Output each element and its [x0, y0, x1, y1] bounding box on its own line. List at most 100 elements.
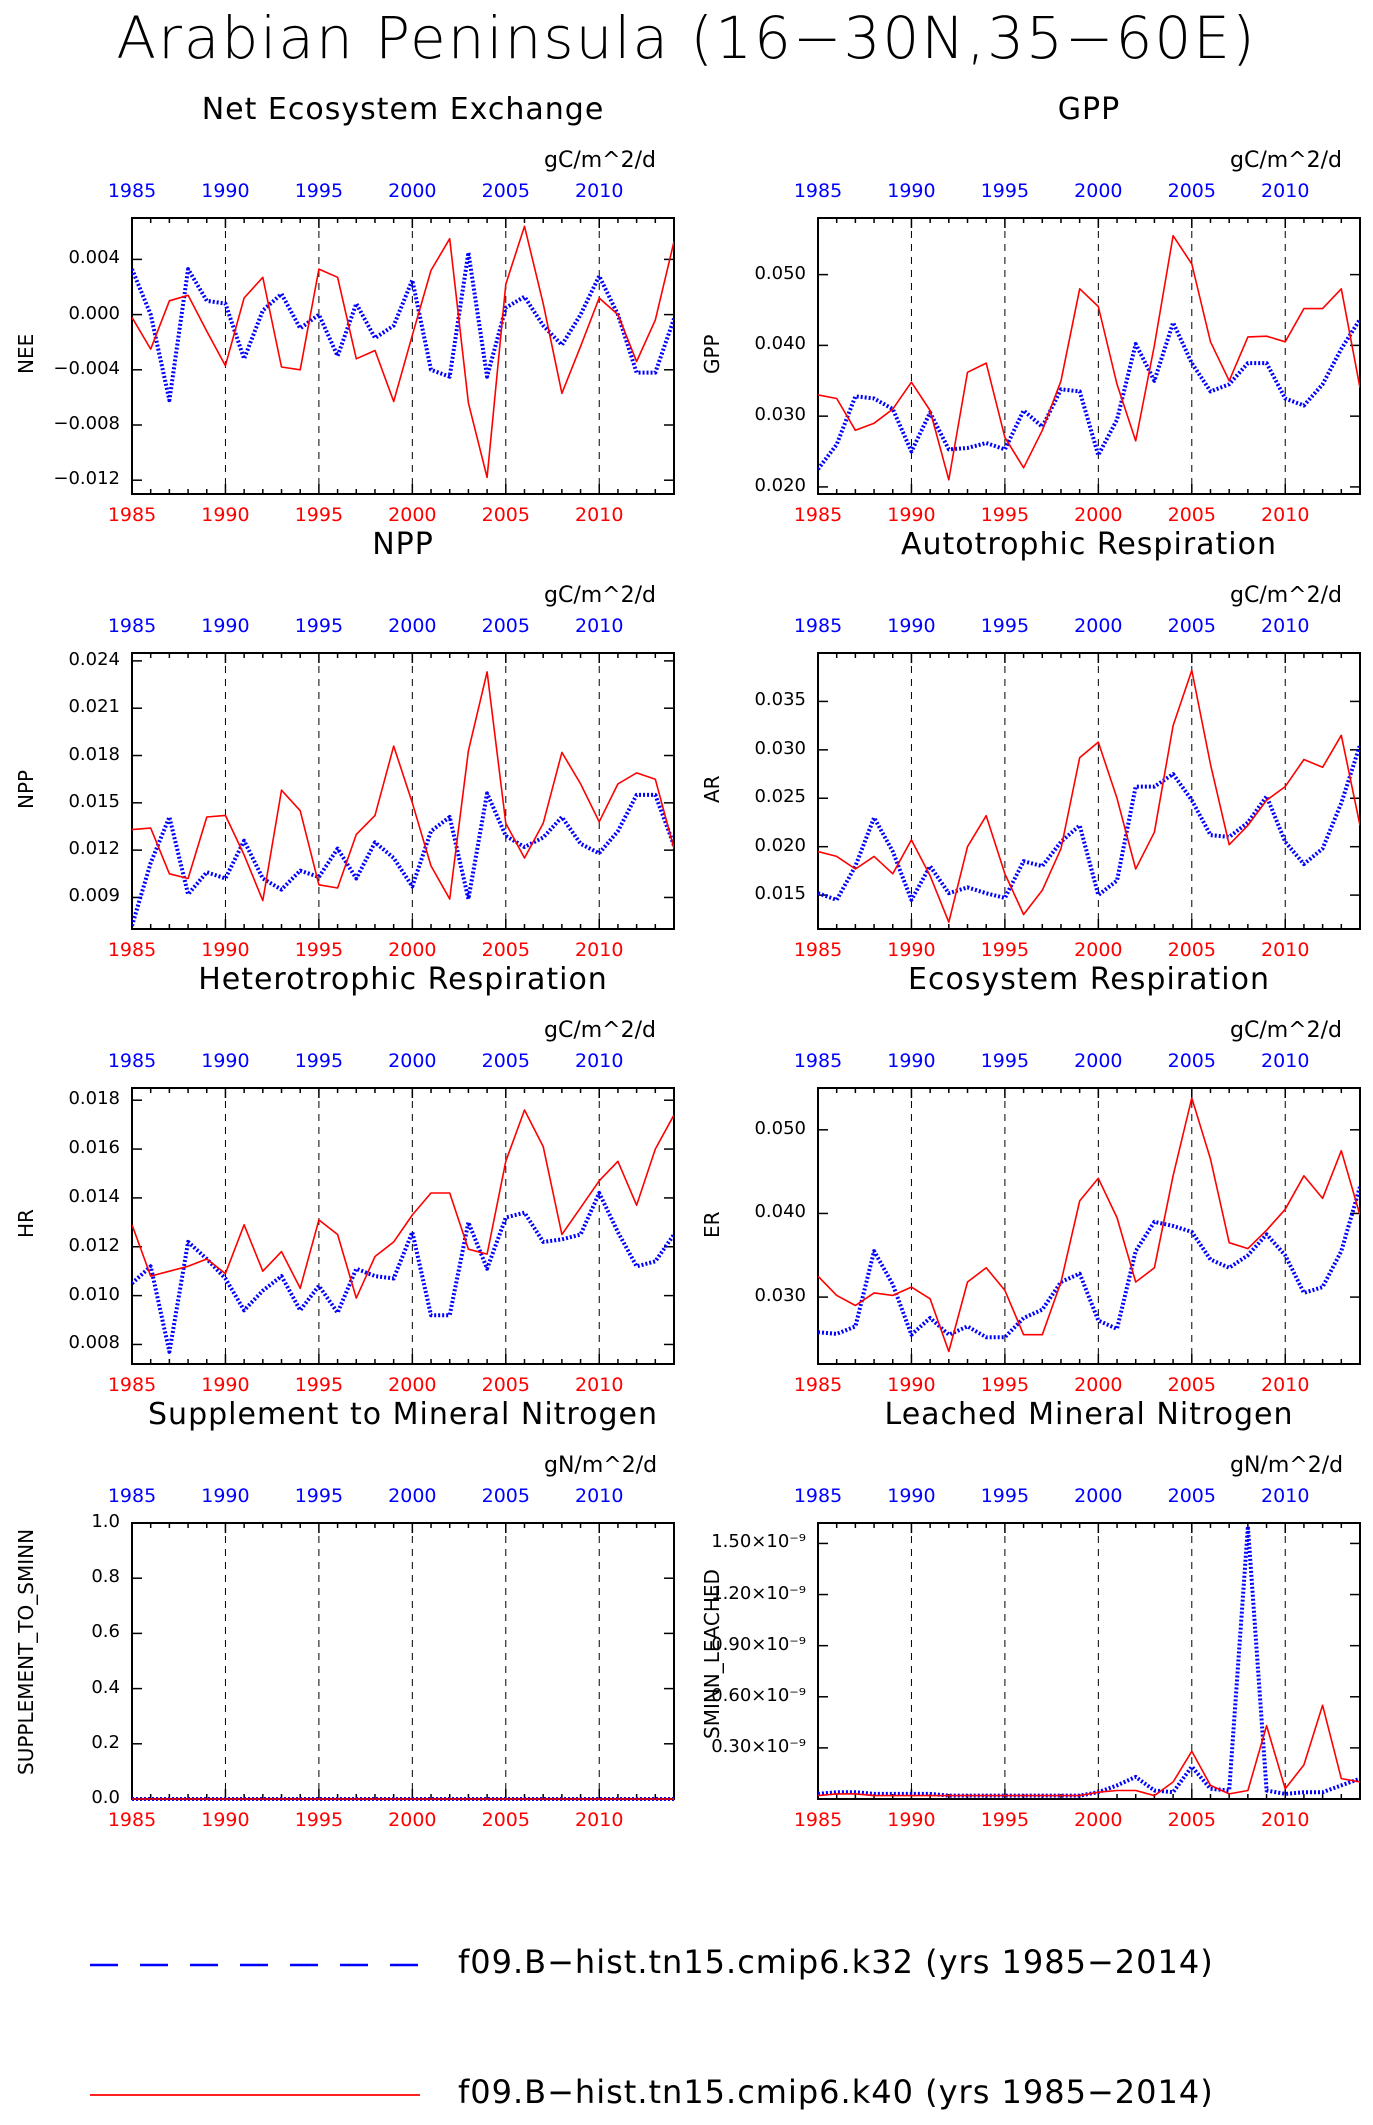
x-tick-label-top: 1985 — [107, 1050, 157, 1072]
x-tick-label-bottom: 2005 — [481, 1809, 530, 1831]
y-tick-label: 0.016 — [68, 1137, 120, 1159]
y-tick-label: −0.008 — [53, 413, 120, 434]
series-line-k32 — [132, 250, 674, 403]
y-tick-label: 0.030 — [754, 1285, 806, 1307]
y-tick-label: 0.021 — [68, 696, 120, 718]
series-line-k40 — [818, 234, 1360, 481]
y-tick-label: 0.030 — [754, 404, 806, 426]
y-tick-label: 0.040 — [754, 333, 806, 355]
y-tick-label: −0.012 — [53, 468, 120, 490]
y-tick-label: 0.050 — [754, 262, 806, 284]
x-tick-label-top: 2010 — [1261, 180, 1310, 202]
y-tick-label: 0.030 — [754, 737, 806, 759]
x-tick-label-bottom: 1985 — [107, 1809, 157, 1831]
series-line-k32 — [818, 1524, 1360, 1798]
x-tick-label-top: 2000 — [1074, 1485, 1123, 1507]
x-tick-label-bottom: 1985 — [107, 939, 157, 961]
series-line-k40 — [818, 1704, 1360, 1797]
y-tick-label: 0.018 — [68, 1088, 120, 1110]
plot-frame — [817, 1087, 1361, 1365]
x-tick-label-bottom: 1990 — [887, 1374, 936, 1396]
x-tick-label-top: 2010 — [575, 1050, 624, 1072]
y-tick-label: 0.4 — [91, 1676, 120, 1698]
x-tick-label-bottom: 1990 — [201, 504, 250, 526]
x-tick-label-bottom: 1995 — [980, 504, 1030, 526]
x-tick-label-bottom: 1990 — [201, 939, 250, 961]
x-tick-label-top: 2010 — [1261, 1485, 1310, 1507]
legend-entry: f09.B−hist.tn15.cmip6.k32 (yrs 1985−2014… — [0, 1935, 1373, 1995]
y-tick-label: 0.025 — [754, 786, 806, 808]
x-tick-label-top: 2005 — [1167, 1050, 1216, 1072]
x-tick-label-top: 1995 — [294, 1485, 344, 1507]
x-tick-label-bottom: 1990 — [887, 1809, 936, 1831]
x-tick-label-bottom: 1995 — [980, 1374, 1030, 1396]
x-tick-label-top: 2000 — [388, 1485, 437, 1507]
legend-label: f09.B−hist.tn15.cmip6.k40 (yrs 1985−2014… — [458, 2073, 1214, 2111]
x-tick-label-bottom: 1995 — [980, 939, 1030, 961]
chart-units: gC/m^2/d — [544, 148, 656, 173]
x-tick-label-top: 1990 — [887, 1050, 936, 1072]
x-tick-label-bottom: 1995 — [294, 1374, 344, 1396]
x-tick-label-top: 1990 — [887, 180, 936, 202]
y-tick-label: 0.020 — [754, 474, 806, 496]
x-tick-label-bottom: 2010 — [575, 1809, 624, 1831]
legend-label: f09.B−hist.tn15.cmip6.k32 (yrs 1985−2014… — [458, 1943, 1214, 1981]
series-line-k40 — [818, 1097, 1360, 1353]
series-line-k40 — [818, 669, 1360, 924]
x-tick-label-top: 1985 — [107, 180, 157, 202]
y-tick-label: 0.6 — [91, 1621, 120, 1643]
x-tick-label-top: 2010 — [575, 1485, 624, 1507]
y-tick-label: 0.0 — [91, 1787, 120, 1808]
x-tick-label-bottom: 1985 — [793, 1374, 843, 1396]
y-tick-label: 0.015 — [754, 883, 806, 905]
x-tick-label-bottom: 2000 — [1074, 939, 1123, 961]
x-tick-label-top: 2000 — [1074, 615, 1123, 637]
x-tick-label-top: 2010 — [1261, 615, 1310, 637]
x-tick-label-top: 1985 — [793, 615, 843, 637]
x-tick-label-top: 1990 — [201, 180, 250, 202]
y-tick-label: 0.004 — [68, 247, 120, 269]
series-line-k40 — [132, 225, 674, 479]
series-line-k32 — [132, 791, 674, 927]
x-tick-label-top: 2005 — [1167, 180, 1216, 202]
y-tick-label: 0.024 — [68, 648, 120, 670]
x-tick-label-top: 1995 — [294, 1050, 344, 1072]
chart-units: gC/m^2/d — [544, 1018, 656, 1043]
x-tick-label-bottom: 1995 — [294, 1809, 344, 1831]
x-tick-label-top: 1985 — [107, 1485, 157, 1507]
x-tick-label-top: 1985 — [793, 1050, 843, 1072]
x-tick-label-bottom: 1990 — [887, 504, 936, 526]
x-tick-label-bottom: 2010 — [1261, 939, 1310, 961]
x-tick-label-top: 1990 — [887, 615, 936, 637]
x-tick-label-top: 1995 — [980, 180, 1030, 202]
y-tick-label: 0.90×10⁻⁹ — [711, 1633, 806, 1655]
chart-title: Leached Mineral Nitrogen — [884, 1397, 1294, 1432]
x-tick-label-bottom: 1990 — [887, 939, 936, 961]
y-tick-label: 0.040 — [754, 1201, 806, 1223]
x-tick-label-top: 1995 — [294, 615, 344, 637]
plot-frame — [817, 652, 1361, 930]
chart-title: Autotrophic Respiration — [900, 527, 1277, 562]
y-tick-label: 0.60×10⁻⁹ — [711, 1684, 806, 1706]
x-tick-label-bottom: 1985 — [793, 1809, 843, 1831]
y-tick-label: 0.008 — [68, 1332, 120, 1354]
legend-entry: f09.B−hist.tn15.cmip6.k40 (yrs 1985−2014… — [0, 2065, 1373, 2125]
chart-units: gC/m^2/d — [1230, 1018, 1342, 1043]
legend-swatch — [90, 1963, 420, 1967]
x-tick-label-bottom: 2000 — [1074, 1809, 1123, 1831]
chart-units: gC/m^2/d — [1230, 583, 1342, 608]
chart-title: GPP — [1057, 92, 1121, 127]
x-tick-label-top: 2005 — [481, 1485, 530, 1507]
y-tick-label: 0.009 — [68, 885, 120, 907]
series-line-k32 — [818, 1186, 1360, 1340]
x-tick-label-bottom: 2005 — [481, 1374, 530, 1396]
y-tick-label: 0.050 — [754, 1117, 806, 1139]
x-tick-label-top: 2000 — [1074, 180, 1123, 202]
x-tick-label-bottom: 2010 — [575, 504, 624, 526]
x-tick-label-bottom: 1985 — [107, 1374, 157, 1396]
